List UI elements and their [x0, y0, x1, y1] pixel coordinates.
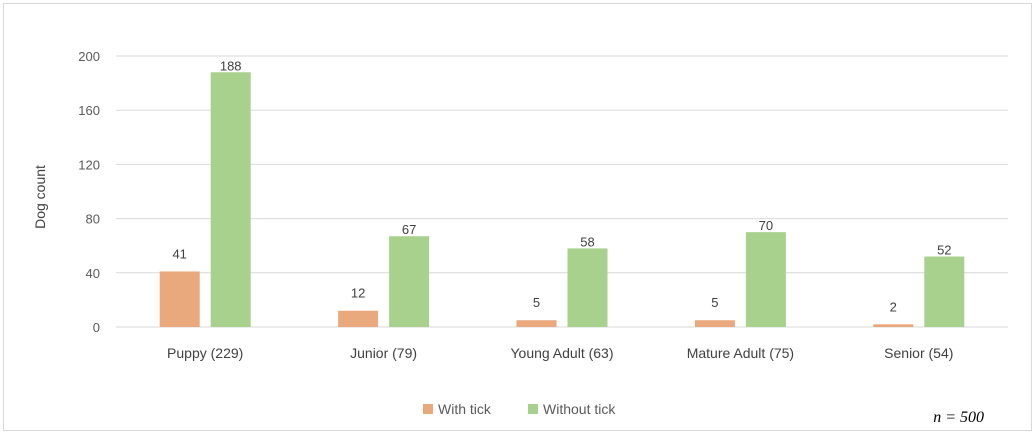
data-label: 52 — [937, 243, 951, 258]
bar-with-tick — [338, 310, 379, 327]
category-label: Junior (79) — [350, 345, 417, 361]
bar-with-tick — [516, 320, 557, 327]
bar-without-tick — [389, 236, 430, 327]
y-axis-ticks: 0 40 80 120 160 200 — [78, 49, 100, 335]
bars — [159, 72, 965, 327]
legend-swatch-without-tick — [528, 404, 538, 414]
y-tick-label: 120 — [78, 157, 100, 172]
legend-label-with-tick: With tick — [438, 401, 492, 417]
data-labels: 41 188 12 67 5 58 5 70 2 52 — [172, 58, 951, 314]
y-axis-title: Dog count — [32, 165, 48, 229]
bar-without-tick — [745, 232, 786, 327]
category-label: Puppy (229) — [167, 345, 243, 361]
bar-without-tick — [210, 72, 251, 327]
bar-with-tick — [159, 271, 200, 327]
y-tick-label: 80 — [86, 212, 100, 227]
sample-size-annotation: n = 500 — [933, 409, 984, 426]
x-axis-categories: Puppy (229) Junior (79) Young Adult (63) Ma… — [167, 345, 953, 361]
category-label: Mature Adult (75) — [687, 345, 794, 361]
data-label: 70 — [759, 218, 773, 233]
bar-with-tick — [694, 320, 735, 327]
bar-without-tick — [924, 256, 965, 327]
data-label: 67 — [402, 222, 416, 237]
bar-without-tick — [567, 248, 608, 327]
category-label: Senior (54) — [884, 345, 953, 361]
chart-frame — [3, 3, 1032, 431]
data-label: 188 — [220, 58, 242, 73]
y-tick-label: 0 — [93, 320, 100, 335]
data-label: 2 — [890, 299, 897, 314]
bar-with-tick — [873, 324, 914, 327]
data-label: 5 — [711, 295, 718, 310]
data-label: 12 — [351, 286, 365, 301]
y-tick-label: 40 — [86, 266, 100, 281]
data-label: 58 — [580, 234, 594, 249]
y-tick-label: 200 — [78, 49, 100, 64]
category-label: Young Adult (63) — [510, 345, 613, 361]
data-label: 41 — [172, 246, 186, 261]
legend: With tick Without tick — [423, 401, 616, 417]
legend-swatch-with-tick — [423, 404, 433, 414]
legend-label-without-tick: Without tick — [543, 401, 616, 417]
gridlines — [116, 55, 1008, 328]
data-label: 5 — [533, 295, 540, 310]
y-tick-label: 160 — [78, 103, 100, 118]
